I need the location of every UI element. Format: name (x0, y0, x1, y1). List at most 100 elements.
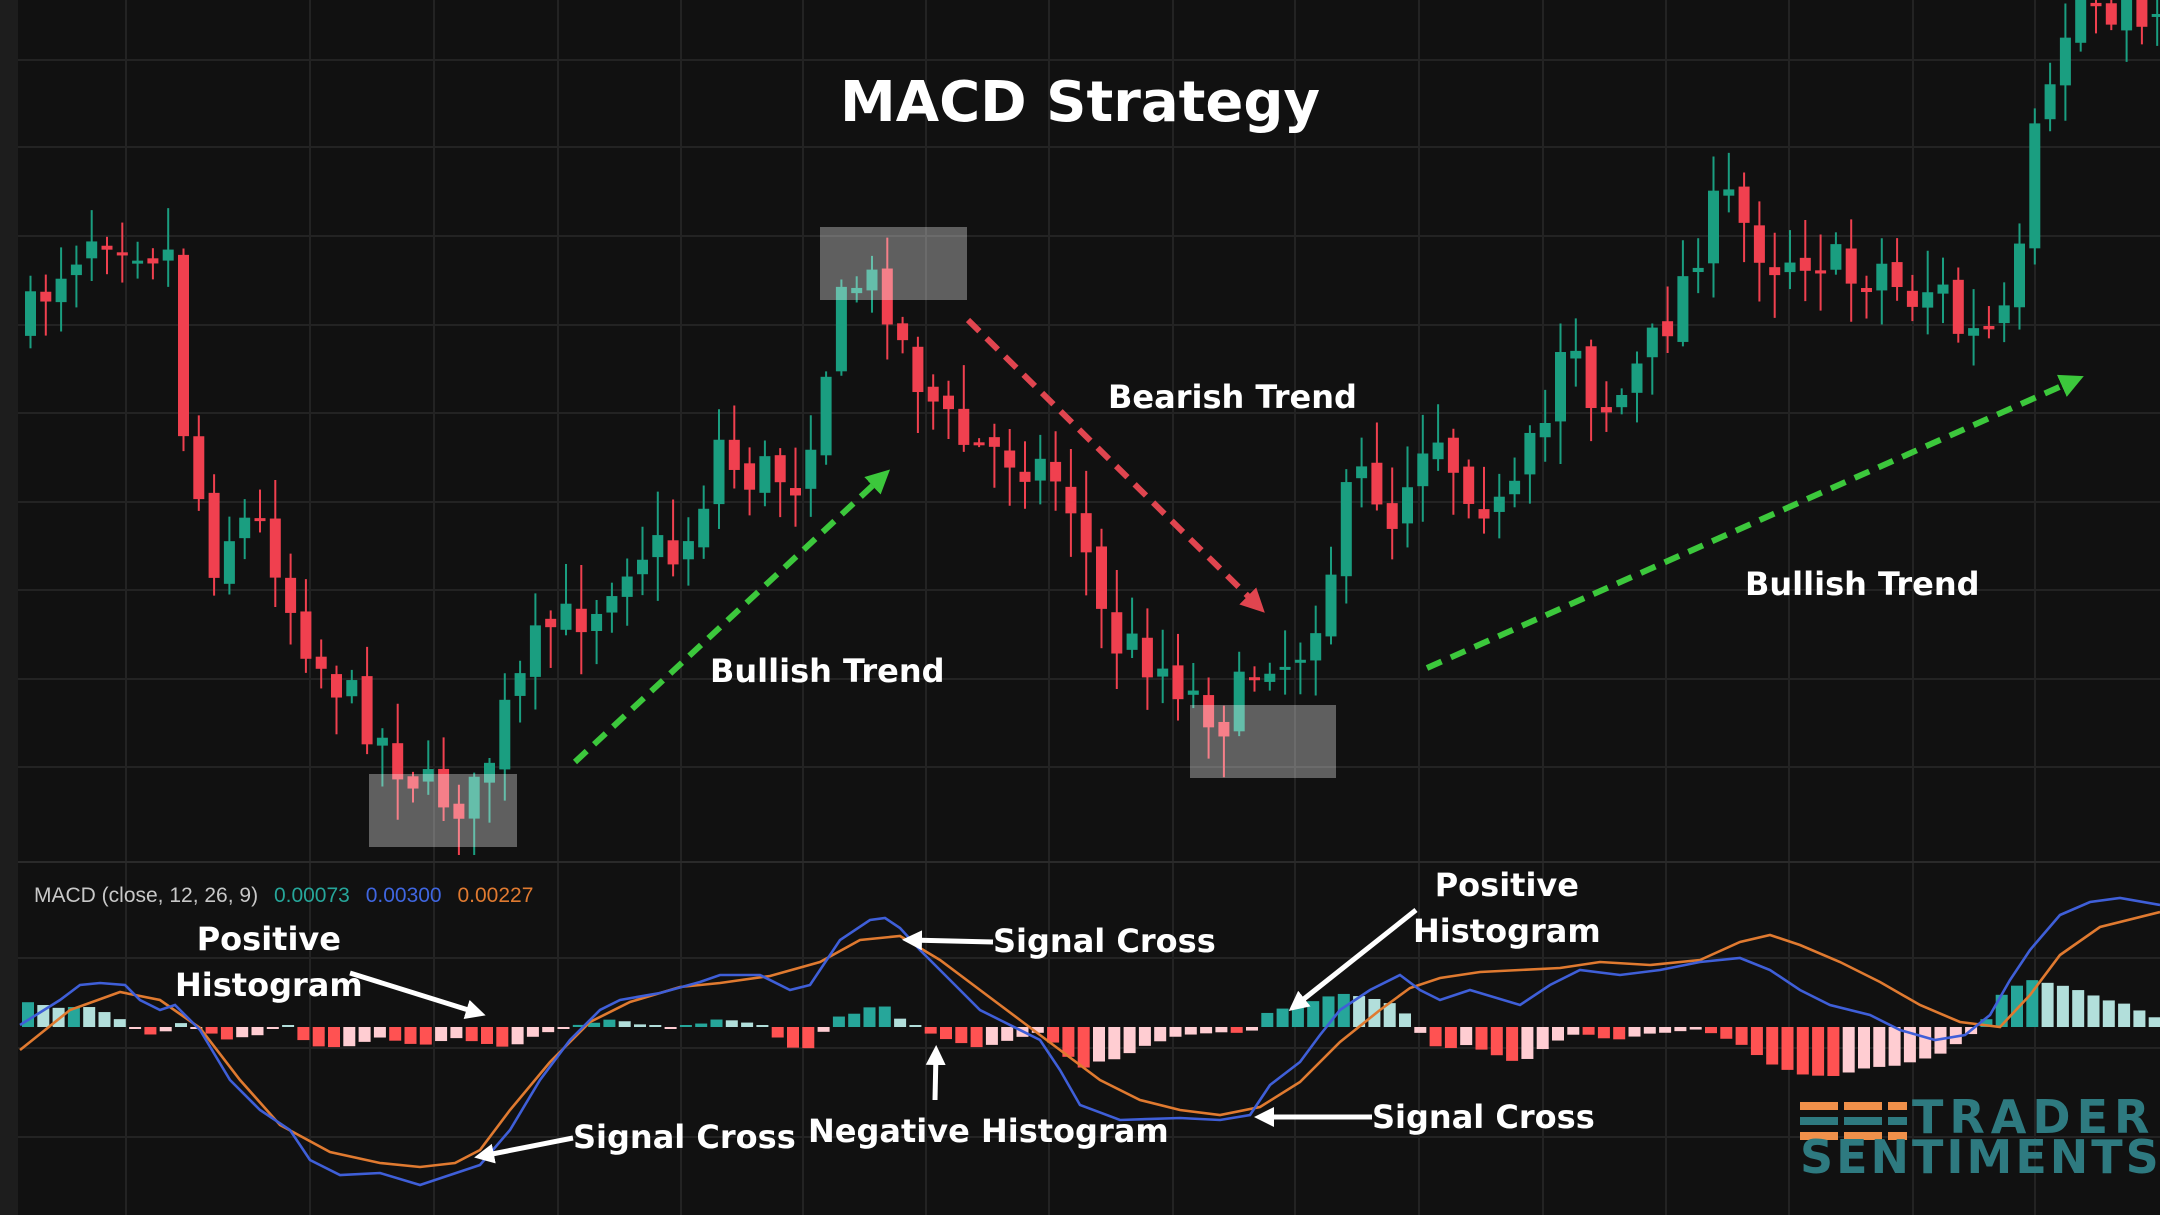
histogram-bar (511, 1027, 524, 1045)
annotation-line: Positive (1434, 866, 1579, 904)
histogram-bar (1521, 1027, 1534, 1059)
histogram-bar (435, 1027, 448, 1042)
histogram-bar (2026, 980, 2039, 1027)
histogram-bar (98, 1012, 111, 1027)
histogram-bar (83, 1007, 96, 1027)
logo-bar (1844, 1117, 1882, 1125)
histogram-bar (373, 1027, 386, 1038)
histogram-bar (1674, 1027, 1687, 1032)
histogram-bar (1001, 1027, 1014, 1041)
histogram-bar (2011, 985, 2023, 1027)
histogram-bar (1506, 1027, 1519, 1061)
histogram-bar (343, 1027, 356, 1047)
histogram-bar (159, 1027, 172, 1032)
logo-bar (1800, 1132, 1838, 1140)
histogram-bar (649, 1025, 662, 1027)
histogram-bar (1108, 1027, 1121, 1060)
histogram-bar (144, 1027, 157, 1035)
histogram-bar (679, 1025, 692, 1027)
histogram-bar (1337, 993, 1350, 1027)
histogram-bar (1154, 1027, 1167, 1042)
histogram-bar (1077, 1027, 1090, 1068)
histogram-bar (328, 1027, 340, 1048)
histogram-bar (557, 1027, 570, 1029)
annotation-signal-cross-3: Signal Cross (1372, 1098, 1595, 1136)
histogram-bar (2133, 1010, 2146, 1027)
histogram-bar (1291, 1006, 1304, 1027)
trend-label-bearish: Bearish Trend (1108, 378, 1357, 416)
histogram-bar (496, 1027, 509, 1047)
histogram-bar (1919, 1027, 1932, 1059)
histogram-bar (113, 1019, 126, 1027)
histogram-bar (542, 1027, 555, 1033)
histogram-bar (1567, 1027, 1580, 1035)
histogram-bar (603, 1019, 616, 1027)
histogram-bar (1047, 1027, 1060, 1043)
histogram-bar (1184, 1027, 1197, 1035)
macd-legend[interactable]: MACD (close, 12, 26, 9) 0.00073 0.00300 … (34, 884, 543, 908)
histogram-bar (1552, 1027, 1564, 1041)
pane-divider[interactable] (18, 861, 2160, 863)
histogram-bar (1138, 1027, 1151, 1046)
histogram-bar (1858, 1027, 1870, 1069)
histogram-bar (664, 1027, 677, 1029)
histogram-bar (1827, 1027, 1840, 1076)
histogram-bar (741, 1022, 754, 1027)
histogram-bar (634, 1024, 646, 1027)
histogram-bar (297, 1027, 310, 1041)
histogram-bar (1460, 1027, 1473, 1046)
histogram-bar (1246, 1027, 1258, 1031)
histogram-bar (1582, 1027, 1595, 1035)
histogram-bar (1429, 1027, 1442, 1047)
histogram-bar (1261, 1012, 1274, 1027)
histogram-bar (924, 1027, 937, 1034)
histogram-bar (1796, 1027, 1809, 1075)
histogram-bar (1475, 1027, 1488, 1050)
trend-label-bullish-2: Bullish Trend (1745, 565, 1980, 603)
histogram-bar (1812, 1027, 1825, 1076)
histogram-bar (1215, 1027, 1228, 1033)
histogram-bar (940, 1027, 952, 1040)
histogram-bar (985, 1027, 998, 1045)
histogram-bar (465, 1027, 478, 1042)
annotation-signal-cross-1: Signal Cross (993, 922, 1216, 960)
histogram-bar (1995, 994, 2008, 1027)
histogram-bar (1873, 1027, 1886, 1067)
histogram-bar (205, 1027, 218, 1034)
histogram-bar (1781, 1027, 1794, 1070)
histogram-bar (1276, 1008, 1289, 1027)
annotation-negative-histogram: Negative Histogram (808, 1112, 1169, 1150)
logo-bar (1844, 1132, 1882, 1140)
logo-line-2-text: SENTIMENTS (1800, 1130, 2160, 1184)
histogram-bar (1643, 1027, 1656, 1034)
histogram-bar (282, 1025, 295, 1027)
histogram-bar (756, 1025, 769, 1027)
logo-bar (1800, 1117, 1838, 1125)
macd-legend-label: MACD (close, 12, 26, 9) (34, 884, 259, 907)
histogram-bar (572, 1024, 585, 1027)
histogram-bar (1230, 1027, 1243, 1033)
annotation-positive-histogram-2: Positive Histogram (1413, 862, 1601, 954)
histogram-bar (710, 1019, 723, 1027)
logo-mark-icon (1800, 1102, 1907, 1140)
histogram-bar (1399, 1013, 1411, 1027)
histogram-bar (848, 1013, 861, 1027)
histogram-bar (1689, 1027, 1702, 1030)
histogram-bar (1888, 1027, 1901, 1066)
logo-bar (1888, 1117, 1907, 1125)
histogram-bar (588, 1022, 601, 1027)
histogram-bar (37, 1005, 50, 1027)
price-scale-strip (0, 0, 18, 1215)
histogram-bar (312, 1027, 325, 1047)
histogram-bar (802, 1027, 815, 1049)
histogram-bar (1766, 1027, 1779, 1065)
histogram-bar (1031, 1027, 1044, 1033)
histogram-bar (1490, 1027, 1503, 1056)
histogram-bar (970, 1027, 983, 1048)
logo-bar (1888, 1102, 1907, 1110)
histogram-bar (1628, 1027, 1641, 1037)
logo-line-1: TRADER (1912, 1090, 2156, 1144)
